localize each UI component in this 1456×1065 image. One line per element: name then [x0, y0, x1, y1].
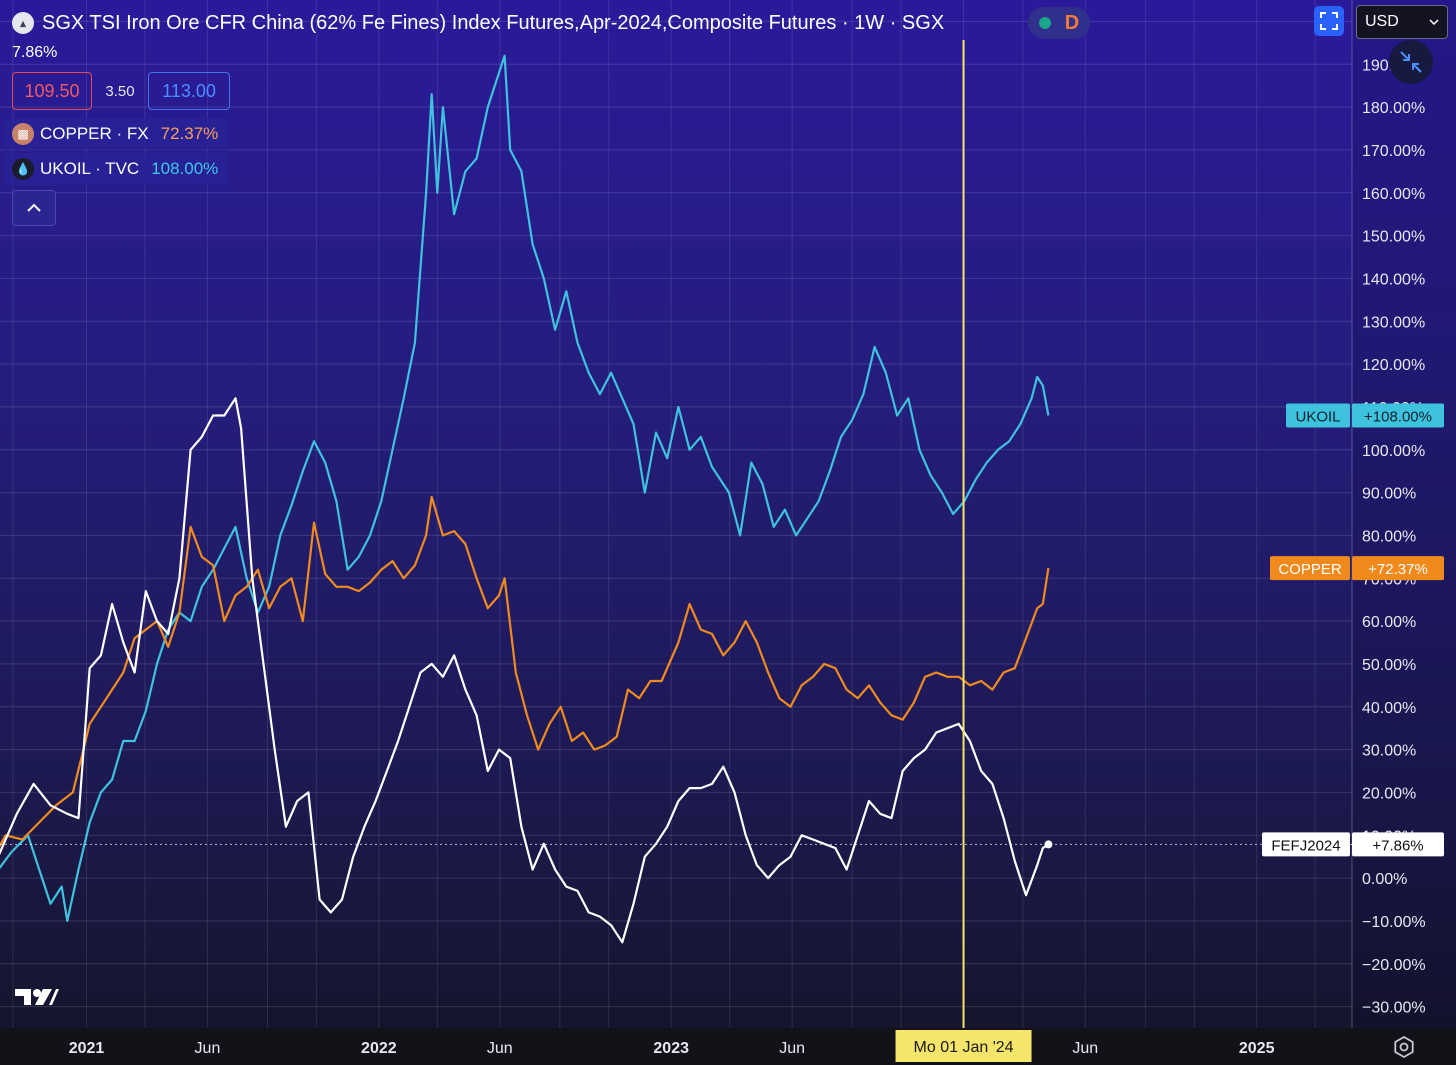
market-open-dot-icon: [1038, 17, 1051, 29]
series-value-tag-label: +108.00%: [1364, 408, 1432, 425]
y-tick-label: 90.00%: [1362, 486, 1416, 503]
crosshair: Mo 01 Jan '24: [895, 40, 1032, 1062]
delayed-badge: D: [1064, 11, 1080, 34]
copper-icon: ▩: [12, 123, 34, 145]
x-axis-panel: [0, 1028, 1456, 1065]
price-row: 109.50 3.50 113.00: [12, 72, 230, 110]
x-tick-label: Jun: [1072, 1040, 1098, 1057]
currency-value: USD: [1365, 13, 1399, 30]
y-tick-label: 150.00%: [1362, 229, 1425, 246]
fullscreen-icon: [1320, 12, 1338, 30]
y-tick-label: 30.00%: [1362, 743, 1416, 760]
crosshair-date-box: [895, 1030, 1032, 1062]
y-axis-panel: [1352, 0, 1456, 1028]
y-tick-label: 170.00%: [1362, 143, 1425, 160]
chevron-up-icon: [27, 203, 41, 212]
y-tick-label: −10.00%: [1362, 914, 1426, 931]
series-line-ukoil: [0, 54, 1050, 923]
y-tick-label: 60.00%: [1362, 614, 1416, 631]
chart-title[interactable]: ▴ SGX TSI Iron Ore CFR China (62% Fe Fin…: [12, 10, 944, 36]
series-line-copper: [0, 495, 1050, 848]
crosshair-date-label: Mo 01 Jan '24: [914, 1039, 1014, 1056]
series-name-tag-label: COPPER: [1278, 561, 1342, 578]
y-tick-label: 40.00%: [1362, 700, 1416, 717]
change-percent: 7.86%: [12, 44, 58, 61]
last-point-marker: [1044, 840, 1053, 849]
x-tick-label: Jun: [779, 1040, 805, 1057]
title-text: SGX TSI Iron Ore CFR China (62% Fe Fines…: [42, 11, 945, 34]
collapse-legend-button[interactable]: [12, 190, 56, 226]
tradingview-logo: [15, 989, 59, 1005]
symbol-icon: ▴: [12, 12, 34, 34]
screenshot-button[interactable]: [1314, 6, 1344, 36]
legend-item-copper[interactable]: ▩ COPPER · FX 72.37%: [4, 118, 229, 150]
y-tick-label: 130.00%: [1362, 314, 1425, 331]
collapse-arrows-icon: [1400, 51, 1422, 73]
sell-button[interactable]: 109.50: [12, 72, 92, 110]
y-tick-label: 120.00%: [1362, 357, 1425, 374]
y-tick-label: 50.00%: [1362, 657, 1416, 674]
series-value-tag: [1352, 403, 1444, 428]
legend-item-ukoil[interactable]: 💧 UKOIL · TVC 108.00%: [4, 153, 229, 185]
legend-value: 72.37%: [160, 124, 219, 143]
legend-value: 108.00%: [151, 159, 219, 178]
y-tick-label: 180.00%: [1362, 100, 1425, 117]
series-name-tag: [1270, 556, 1350, 581]
x-axis: 2021 Jun 2022 Jun 2023 Jun Jun 2025: [69, 1040, 1275, 1057]
grid: [0, 0, 1352, 1028]
y-tick-label: −20.00%: [1362, 957, 1426, 974]
y-tick-label: 160.00%: [1362, 186, 1425, 203]
x-tick-label: 2021: [69, 1040, 105, 1057]
y-tick-label: 80.00%: [1362, 528, 1416, 545]
oil-drop-icon: 💧: [12, 158, 34, 180]
minimize-button[interactable]: [1389, 40, 1433, 84]
y-tick-label: −30.00%: [1362, 1000, 1426, 1017]
series-tags: UKOIL +108.00% COPPER +72.37% FEFJ2024 +7.86%: [1262, 403, 1444, 857]
legend-symbol: COPPER · FX: [40, 124, 149, 143]
y-tick-label: 140.00%: [1362, 271, 1425, 288]
spread-value: 3.50: [105, 82, 135, 100]
series-line-fefj2024: [0, 397, 1050, 944]
chevron-down-icon: [1429, 19, 1439, 25]
x-tick-label: 2025: [1239, 1040, 1275, 1057]
y-tick-label: 20.00%: [1362, 785, 1416, 802]
series-name-tag: [1286, 403, 1350, 428]
x-tick-label: Jun: [487, 1040, 513, 1057]
series-name-tag: [1262, 832, 1350, 857]
market-status[interactable]: D: [1028, 7, 1090, 39]
series-name-tag-label: UKOIL: [1295, 408, 1340, 425]
series-name-tag-label: FEFJ2024: [1271, 837, 1340, 854]
currency-select[interactable]: USD: [1356, 5, 1448, 39]
y-tick-label: 100.00%: [1362, 443, 1425, 460]
x-tick-label: 2022: [361, 1040, 397, 1057]
series-value-tag: [1352, 556, 1444, 581]
legend-symbol: UKOIL · TVC: [40, 159, 140, 178]
x-tick-label: 2023: [653, 1040, 689, 1057]
series-value-tag-label: +7.86%: [1372, 837, 1423, 854]
settings-icon[interactable]: [1392, 1035, 1416, 1059]
buy-button[interactable]: 113.00: [148, 72, 230, 110]
x-tick-label: Jun: [195, 1040, 221, 1057]
y-tick-label: 0.00%: [1362, 871, 1407, 888]
series-value-tag-label: +72.37%: [1368, 561, 1428, 578]
series-value-tag: [1352, 832, 1444, 857]
series-layer: [0, 54, 1352, 944]
